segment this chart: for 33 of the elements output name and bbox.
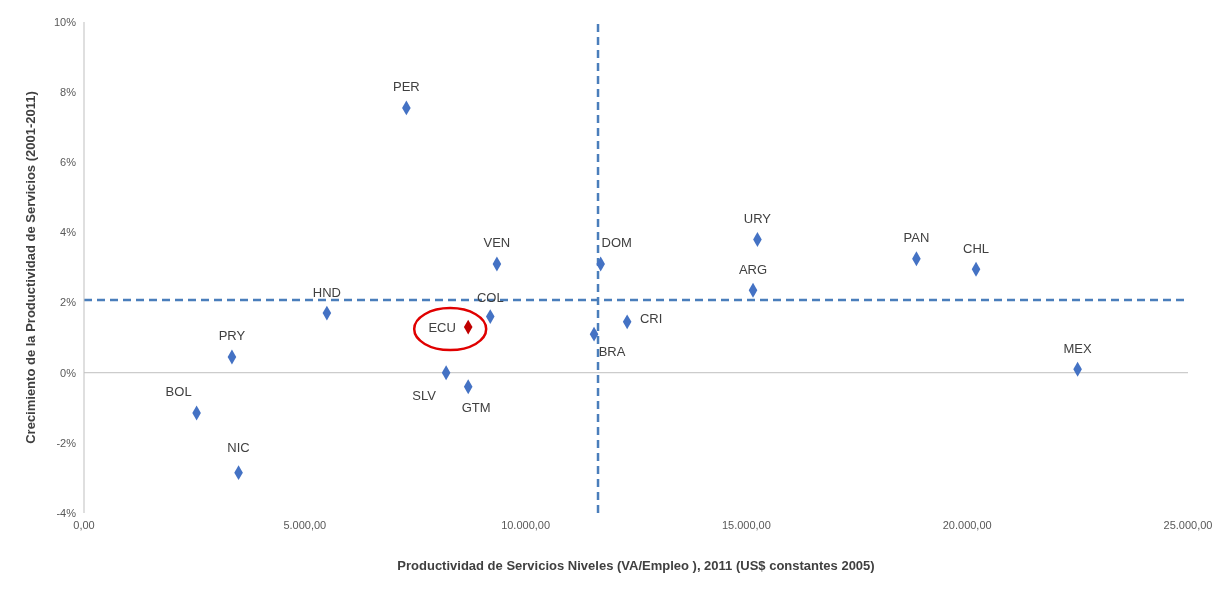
series-label: PER [393, 79, 420, 95]
series-label: PAN [903, 230, 930, 246]
y-axis-title: Crecimiento de la Productividad de Servicios (2001-2011) [22, 91, 38, 444]
y-tick-label: 6% [60, 156, 77, 169]
x-tick-label: 25.000,00 [1163, 518, 1213, 531]
x-axis-title: Productividad de Servicios Niveles (VA/Empleo ), 2011 (US$ constantes 2005) [397, 558, 875, 574]
series-label: SLV [412, 388, 437, 404]
series-label: ARG [738, 261, 768, 277]
series-label: MEX [1063, 340, 1093, 356]
y-tick-label: 0% [60, 366, 77, 379]
series-label: GTM [461, 400, 491, 416]
x-tick-label: 20.000,00 [942, 518, 992, 531]
series-label: NIC [227, 440, 250, 456]
series-label: DOM [601, 235, 632, 251]
x-tick-label: 5.000,00 [283, 518, 327, 531]
x-tick-label: 15.000,00 [721, 518, 771, 531]
series-label: BRA [598, 343, 626, 359]
series-label: CHL [963, 240, 990, 256]
series-label: VEN [483, 235, 511, 251]
x-tick-label: 10.000,00 [501, 518, 551, 531]
series-label: CRI [639, 311, 663, 327]
series-label: ECU [428, 319, 456, 335]
x-tick-label: 0,00 [73, 518, 95, 531]
series-label: BOL [165, 384, 192, 400]
series-label: PRY [218, 328, 246, 344]
y-tick-label: 2% [60, 296, 77, 309]
y-tick-label: -4% [56, 506, 77, 519]
y-tick-label: 10% [53, 15, 77, 28]
y-tick-label: 4% [60, 226, 77, 239]
y-tick-label: -2% [56, 436, 77, 449]
y-tick-label: 8% [60, 86, 77, 99]
series-label: URY [743, 210, 772, 226]
series-label: HND [312, 284, 341, 300]
